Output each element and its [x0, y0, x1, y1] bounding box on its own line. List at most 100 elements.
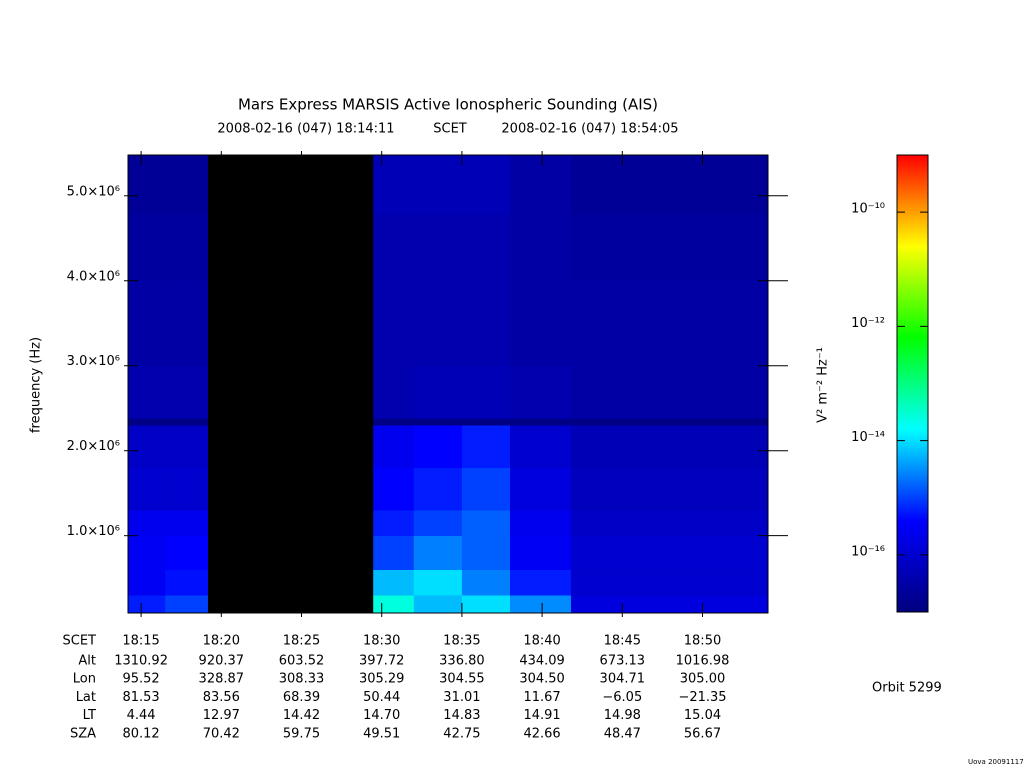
- heatmap-cell: [570, 510, 639, 536]
- heatmap-cell: [165, 280, 208, 367]
- heatmap-cell: [413, 535, 463, 570]
- heatmap-cell: [461, 467, 511, 511]
- heatmap-cell: [461, 569, 511, 596]
- heatmap-cell: [702, 595, 769, 614]
- heatmap-cell: [165, 418, 208, 426]
- heatmap-cell: [165, 425, 208, 468]
- heatmap-cell: [413, 280, 463, 367]
- heatmap-cell: [413, 418, 463, 426]
- y-tick-label: 5.0×10⁶: [67, 184, 120, 199]
- heatmap-cell: [570, 365, 639, 419]
- ephemeris-value: −6.05: [602, 690, 642, 705]
- heatmap-cell: [570, 467, 639, 511]
- heatmap-cell: [702, 535, 769, 570]
- ephemeris-value: 14.98: [604, 708, 641, 723]
- heatmap-cell: [128, 569, 166, 596]
- heatmap-cell: [461, 155, 511, 214]
- ephemeris-value: 308.33: [279, 672, 325, 687]
- ephemeris-value: 14.83: [443, 708, 480, 723]
- heatmap-cell: [128, 595, 166, 614]
- ephemeris-value: 56.67: [684, 726, 721, 741]
- subtitle-end: 2008-02-16 (047) 18:54:05: [501, 122, 678, 137]
- heatmap-cell: [413, 212, 463, 282]
- ephemeris-value: 328.87: [199, 672, 245, 687]
- heatmap-cell: [510, 535, 572, 570]
- y-tick-label: 1.0×10⁶: [67, 524, 120, 539]
- plot-area: [127, 154, 769, 614]
- x-tick-label: 18:30: [363, 634, 400, 649]
- heatmap-cell: [702, 280, 769, 367]
- ephemeris-value: 4.44: [127, 708, 156, 723]
- heatmap-cell: [413, 467, 463, 511]
- heatmap-cell: [510, 280, 572, 367]
- heatmap-cell: [510, 212, 572, 282]
- heatmap-cell: [638, 418, 703, 426]
- heatmap-cell: [128, 365, 166, 419]
- y-tick-label: 3.0×10⁶: [67, 354, 120, 369]
- ephemeris-value: 31.01: [443, 690, 480, 705]
- ephemeris-value: 15.04: [684, 708, 721, 723]
- ephemeris-value: 80.12: [122, 726, 159, 741]
- heatmap-cell: [373, 418, 415, 426]
- ephemeris-value: 14.70: [363, 708, 400, 723]
- heatmap-cell: [373, 535, 415, 570]
- heatmap-cell: [510, 425, 572, 468]
- plot-frame: [127, 154, 769, 614]
- ephemeris-value: 42.66: [523, 726, 560, 741]
- heatmap-cell: [165, 535, 208, 570]
- heatmap-cell: [413, 365, 463, 419]
- chart-title: Mars Express MARSIS Active Ionospheric S…: [238, 96, 658, 114]
- heatmap-cell: [413, 569, 463, 596]
- ephemeris-value: 14.91: [523, 708, 560, 723]
- heatmap-cell: [165, 212, 208, 282]
- x-tick-label: 18:40: [523, 634, 560, 649]
- colorbar-tick-label: 10⁻¹⁰: [851, 202, 885, 217]
- heatmap-cell: [373, 280, 415, 367]
- x-tick-label: 18:45: [604, 634, 641, 649]
- heatmap-cell: [510, 569, 572, 596]
- heatmap-cell: [570, 569, 639, 596]
- heatmap-cell: [570, 535, 639, 570]
- heatmap-cell: [702, 569, 769, 596]
- x-tick-label: 18:25: [283, 634, 320, 649]
- ephemeris-row-label: Lat: [76, 690, 96, 705]
- heatmap-cell: [510, 365, 572, 419]
- heatmap-cell: [510, 510, 572, 536]
- heatmap-cell: [373, 425, 415, 468]
- heatmap-cell: [702, 467, 769, 511]
- heatmap-cell: [638, 365, 703, 419]
- y-tick-label: 2.0×10⁶: [67, 439, 120, 454]
- ephemeris-value: 95.52: [122, 672, 159, 687]
- heatmap-cell: [638, 212, 703, 282]
- heatmap-cell: [128, 212, 166, 282]
- ephemeris-value: 83.56: [203, 690, 240, 705]
- heatmap-cell: [570, 425, 639, 468]
- heatmap-cell: [128, 535, 166, 570]
- heatmap-cell: [461, 280, 511, 367]
- ephemeris-value: 1016.98: [676, 654, 730, 669]
- heatmap-cell: [702, 510, 769, 536]
- heatmap-cell: [638, 535, 703, 570]
- ephemeris-row-label: LT: [83, 708, 96, 723]
- heatmap-cell: [638, 425, 703, 468]
- heatmap-cell: [165, 510, 208, 536]
- heatmap-cell: [165, 365, 208, 419]
- row-header: SCET: [63, 634, 97, 649]
- heatmap-cell: [461, 418, 511, 426]
- heatmap-cell: [702, 365, 769, 419]
- heatmap-cell: [461, 595, 511, 614]
- ephemeris-row-label: SZA: [70, 726, 96, 741]
- heatmap-cell: [413, 425, 463, 468]
- ephemeris-value: 304.50: [519, 672, 565, 687]
- subtitle-mid: SCET: [433, 122, 467, 137]
- ephemeris-value: 42.75: [443, 726, 480, 741]
- heatmap-cell: [128, 155, 166, 214]
- heatmap-cell: [373, 155, 415, 214]
- heatmap-cell: [413, 595, 463, 614]
- heatmap-cell: [165, 569, 208, 596]
- colorbar-tick-label: 10⁻¹⁶: [851, 544, 885, 559]
- heatmap-cell: [461, 510, 511, 536]
- heatmap-cell: [373, 595, 415, 614]
- ephemeris-value: 673.13: [600, 654, 646, 669]
